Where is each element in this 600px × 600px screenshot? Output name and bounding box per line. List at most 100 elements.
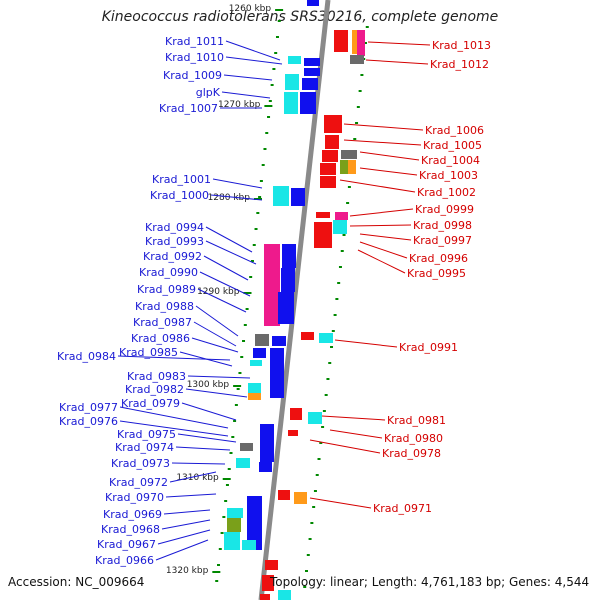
tick-dot [328, 362, 332, 364]
left-leader-line [193, 321, 237, 347]
gene-block [314, 222, 332, 248]
left-leader-line [169, 471, 217, 483]
tick-dot [333, 314, 337, 316]
gene-block [260, 424, 274, 462]
scale-tick-label: 1270 kbp [218, 100, 261, 110]
tick-dot [324, 394, 328, 396]
tick-dot [330, 346, 334, 348]
right-gene-label: Krad_1002 [417, 186, 476, 199]
left-leader-line [181, 402, 237, 421]
gene-block [265, 560, 278, 570]
left-gene-label: Krad_0968 [101, 523, 160, 536]
gene-block [242, 540, 256, 550]
tick-dot [258, 196, 262, 198]
gene-block [340, 160, 348, 174]
tick-dot [222, 516, 226, 518]
right-leader-line [349, 224, 412, 227]
genome-backbone [258, 0, 331, 600]
left-gene-label: Krad_0988 [135, 300, 194, 313]
left-gene-label: Krad_0974 [115, 441, 174, 454]
left-gene-label: Krad_0967 [97, 538, 156, 551]
tick-dot [249, 276, 253, 278]
gene-block [247, 496, 262, 550]
tick-dot [305, 570, 309, 572]
tick-dot [337, 282, 341, 284]
tick-dot [227, 468, 231, 470]
tick-dot [321, 426, 325, 428]
left-leader-line [171, 462, 226, 465]
tick-dot [217, 564, 221, 566]
right-leader-line [334, 339, 398, 348]
gene-block [304, 68, 320, 76]
left-leader-line [175, 446, 231, 451]
tick-dot [365, 26, 369, 28]
gene-block [341, 150, 357, 159]
gene-block [319, 333, 333, 343]
left-leader-line [225, 56, 283, 65]
left-leader-line [223, 74, 273, 81]
right-leader-line [359, 241, 408, 259]
tick-dot [231, 436, 235, 438]
right-gene-label: Krad_1003 [419, 169, 478, 182]
left-leader-line [177, 433, 237, 443]
tick-dot [315, 474, 319, 476]
gene-block [324, 115, 342, 133]
tick-dot [234, 404, 238, 406]
gene-block [308, 412, 322, 424]
tick-dot [268, 100, 272, 102]
left-leader-line [212, 178, 263, 189]
gene-block [259, 462, 272, 472]
tick-dot [245, 308, 249, 310]
right-leader-line [309, 439, 381, 454]
tick-dot [306, 554, 310, 556]
right-leader-line [357, 249, 406, 274]
gene-block [224, 532, 240, 550]
gene-block [352, 30, 358, 54]
tick-dot [220, 532, 224, 534]
gene-block [304, 58, 320, 66]
left-gene-label: Krad_0985 [119, 346, 178, 359]
gene-block [227, 518, 241, 532]
gene-block [301, 332, 314, 340]
gene-block [273, 186, 289, 206]
gene-block [282, 244, 296, 268]
tick-dot [233, 420, 237, 422]
tick-dot [250, 260, 254, 262]
gene-block [278, 490, 290, 500]
tick-dot [261, 164, 265, 166]
tick-dot [356, 106, 360, 108]
gene-block [288, 430, 298, 436]
tick-dot [254, 228, 258, 230]
gene-block [278, 590, 291, 600]
gene-block [325, 135, 339, 149]
left-leader-line [199, 271, 251, 297]
left-gene-label: Krad_1000 [150, 189, 209, 202]
left-gene-label: Krad_0986 [131, 332, 190, 345]
left-gene-label: Krad_0993 [145, 235, 204, 248]
scale-tick-label: 1300 kbp [187, 380, 230, 390]
right-gene-label: Krad_1006 [425, 124, 484, 137]
left-leader-line [205, 226, 253, 253]
right-gene-label: Krad_0971 [373, 502, 432, 515]
scale-tick-label: 1280 kbp [208, 193, 251, 203]
tick-dot [259, 180, 263, 182]
gene-block [262, 575, 274, 591]
tick-dot [347, 186, 351, 188]
gene-block [288, 56, 301, 64]
right-gene-label: Krad_0998 [413, 219, 472, 232]
left-gene-label: Krad_0966 [95, 554, 154, 567]
left-leader-line [187, 375, 251, 379]
tick-dot [322, 410, 326, 412]
left-gene-label: Krad_0976 [59, 415, 118, 428]
tick-dot [346, 202, 350, 204]
tick-dot [274, 52, 278, 54]
right-gene-label: Krad_0980 [384, 432, 443, 445]
gene-block [320, 176, 336, 188]
tick-dot [270, 84, 274, 86]
right-leader-line [329, 429, 383, 439]
tick-dot [342, 234, 346, 236]
gene-block [316, 212, 330, 218]
topology-text: Topology: linear; Length: 4,761,183 bp; … [270, 575, 590, 589]
left-leader-line [185, 388, 248, 398]
gene-block [300, 92, 316, 114]
